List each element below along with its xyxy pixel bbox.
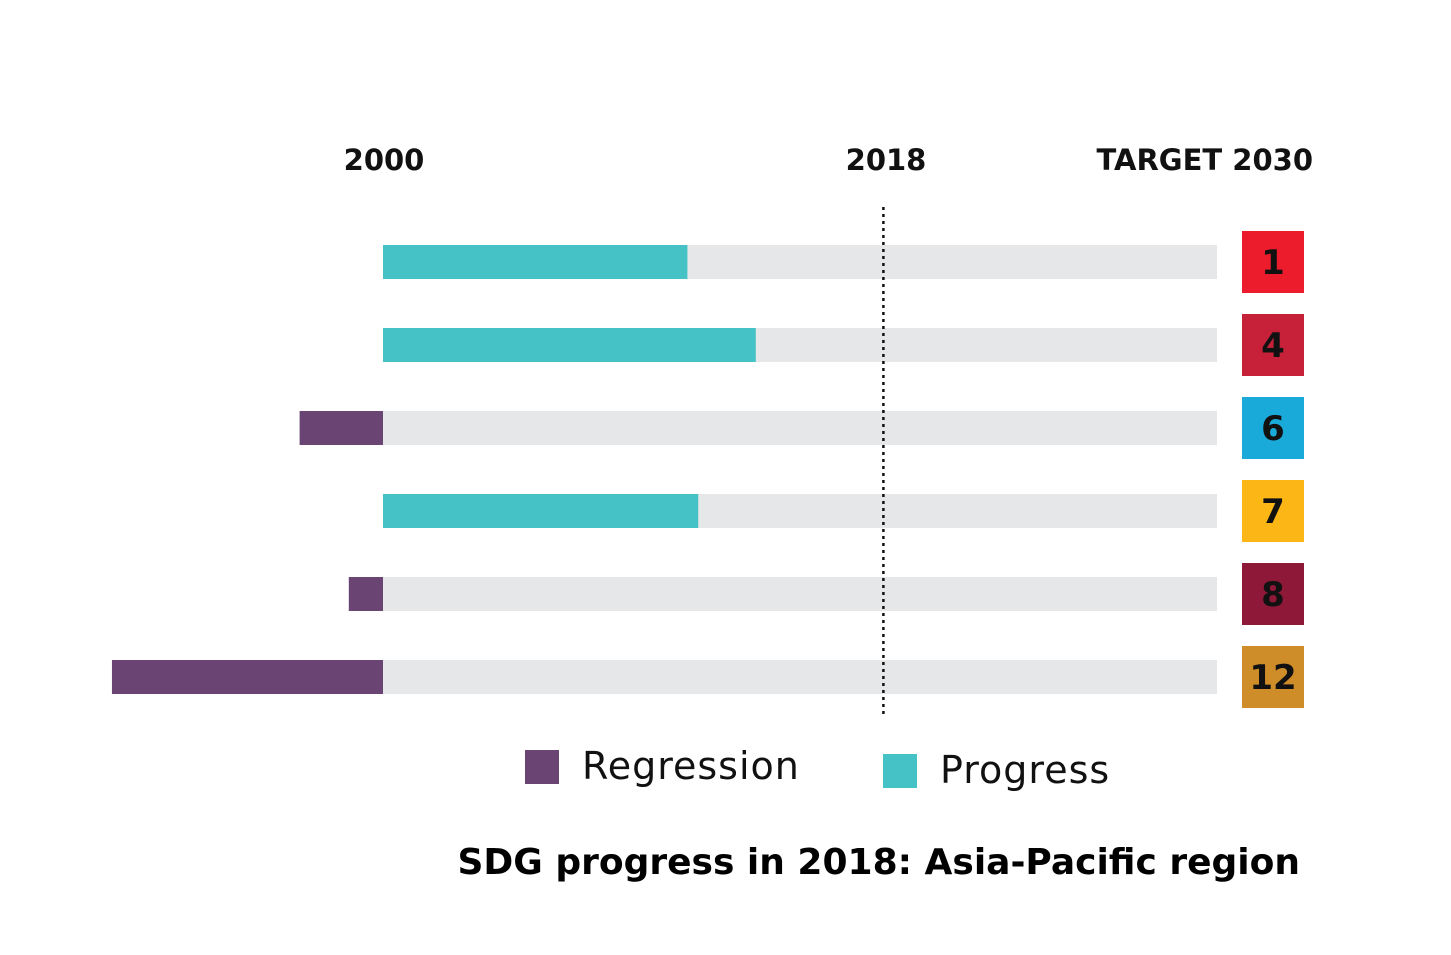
progress-bar-sdg-1: [383, 245, 688, 279]
sdg-badge-8: [1242, 563, 1304, 625]
axis-label-2000: 2000: [344, 143, 425, 177]
track-bar-sdg-8: [383, 577, 1217, 611]
track-bar-sdg-6: [383, 411, 1217, 445]
sdg-badge-label-4: 4: [1261, 326, 1285, 366]
axis-labels: 2000 2018 TARGET 2030: [344, 143, 1313, 177]
progress-bar-sdg-7: [383, 494, 699, 528]
sdg-badge-7: [1242, 480, 1304, 542]
bar-row-sdg-6: 6: [299, 397, 1304, 459]
sdg-badge-label-1: 1: [1261, 243, 1285, 283]
sdg-badge-6: [1242, 397, 1304, 459]
sdg-badge-label-8: 8: [1261, 575, 1285, 615]
legend-label-progress: Progress: [940, 748, 1110, 792]
sdg-badge-12: [1242, 646, 1304, 708]
progress-bar-sdg-4: [383, 328, 756, 362]
sdg-badge-4: [1242, 314, 1304, 376]
sdg-badge-label-7: 7: [1261, 492, 1285, 532]
regression-bar-sdg-6: [299, 411, 383, 445]
legend-swatch-regression: [525, 750, 559, 784]
track-bar-sdg-12: [383, 660, 1217, 694]
chart-title: SDG progress in 2018: Asia-Pacific regio…: [457, 842, 1300, 883]
legend: Regression Progress: [525, 744, 1110, 792]
legend-label-regression: Regression: [582, 744, 800, 788]
axis-label-target-2030: TARGET 2030: [1096, 143, 1313, 177]
bar-row-sdg-7: 7: [383, 480, 1304, 542]
bar-row-sdg-1: 1: [383, 231, 1304, 293]
sdg-badge-label-6: 6: [1261, 409, 1285, 449]
bar-row-sdg-8: 8: [348, 563, 1304, 625]
sdg-badge-1: [1242, 231, 1304, 293]
sdg-badge-label-12: 12: [1249, 658, 1296, 698]
legend-swatch-progress: [883, 754, 917, 788]
bar-row-sdg-12: 12: [111, 646, 1304, 708]
regression-bar-sdg-8: [348, 577, 383, 611]
axis-label-2018: 2018: [846, 143, 927, 177]
bar-rows: 1 4 6 7 8 12: [111, 231, 1304, 708]
bar-row-sdg-4: 4: [383, 314, 1304, 376]
regression-bar-sdg-12: [111, 660, 383, 694]
